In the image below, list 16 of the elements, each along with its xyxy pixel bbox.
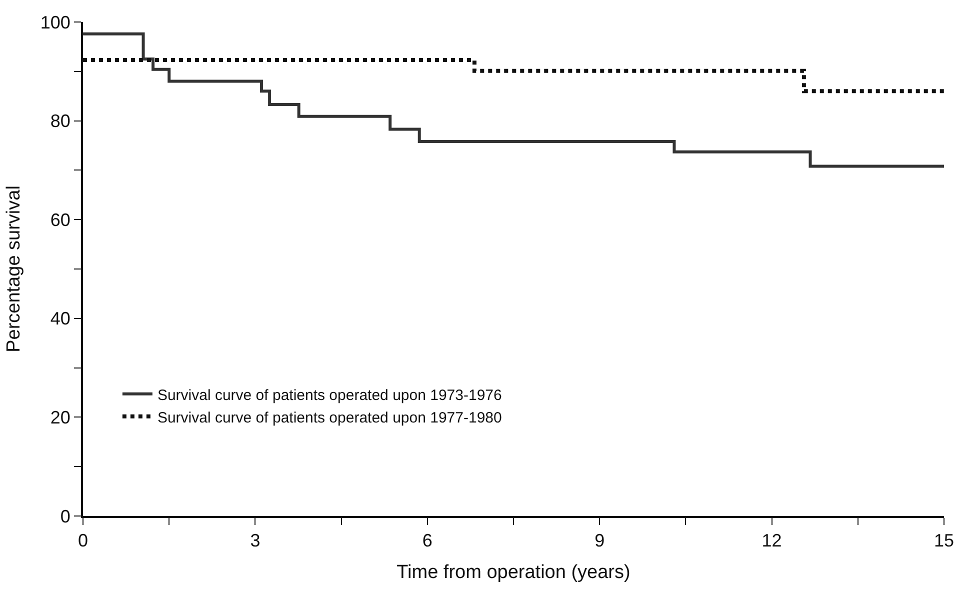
x-tick-label: 6	[422, 530, 432, 551]
y-tick-label: 0	[60, 506, 70, 526]
x-tick-label: 12	[762, 530, 782, 551]
y-tick-label: 60	[50, 210, 70, 230]
y-tick-label: 20	[50, 408, 70, 428]
legend-label: Survival curve of patients operated upon 1973-1976	[157, 386, 502, 404]
x-tick-label: 15	[934, 530, 954, 551]
y-axis-title: Percentage survival	[4, 186, 25, 352]
y-tick-label: 40	[50, 308, 70, 329]
x-axis-title: Time from operation (years)	[396, 562, 630, 583]
y-tick-label: 80	[50, 111, 70, 132]
x-tick-label: 0	[78, 530, 88, 551]
y-tick-label: 100	[40, 12, 70, 32]
x-tick-label: 3	[250, 530, 260, 551]
legend-label: Survival curve of patients operated upon 1977-1980	[157, 409, 502, 426]
x-tick-label: 9	[594, 530, 605, 551]
